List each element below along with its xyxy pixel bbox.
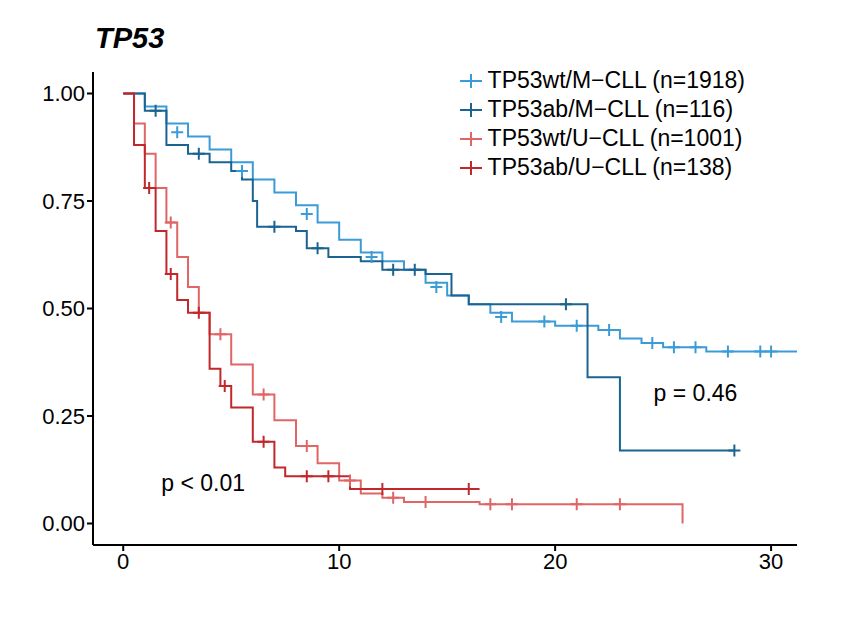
svg-text:0.00: 0.00 bbox=[42, 511, 85, 536]
svg-text:0: 0 bbox=[117, 549, 129, 574]
svg-text:20: 20 bbox=[543, 549, 567, 574]
svg-text:0.25: 0.25 bbox=[42, 404, 85, 429]
html-text:TP53: TP53 bbox=[95, 22, 165, 54]
html-text:TP53ab/M−CLL (n=116): TP53ab/M−CLL (n=116) bbox=[487, 96, 734, 122]
html-text:TP53wt/M−CLL (n=1918): TP53wt/M−CLL (n=1918) bbox=[487, 67, 745, 93]
html-text:TP53wt/U−CLL (n=1001): TP53wt/U−CLL (n=1001) bbox=[487, 125, 743, 151]
svg-text:10: 10 bbox=[327, 549, 351, 574]
svg-text:p < 0.01: p < 0.01 bbox=[161, 470, 245, 496]
svg-text:0.75: 0.75 bbox=[42, 189, 85, 214]
html-text:TP53ab/U−CLL (n=138): TP53ab/U−CLL (n=138) bbox=[487, 154, 733, 180]
svg-text:30: 30 bbox=[759, 549, 783, 574]
svg-text:1.00: 1.00 bbox=[42, 81, 85, 106]
svg-text:p = 0.46: p = 0.46 bbox=[654, 380, 738, 406]
svg-text:0.50: 0.50 bbox=[42, 296, 85, 321]
